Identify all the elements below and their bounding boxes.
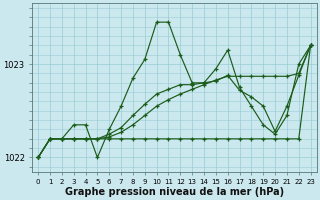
X-axis label: Graphe pression niveau de la mer (hPa): Graphe pression niveau de la mer (hPa) — [65, 187, 284, 197]
